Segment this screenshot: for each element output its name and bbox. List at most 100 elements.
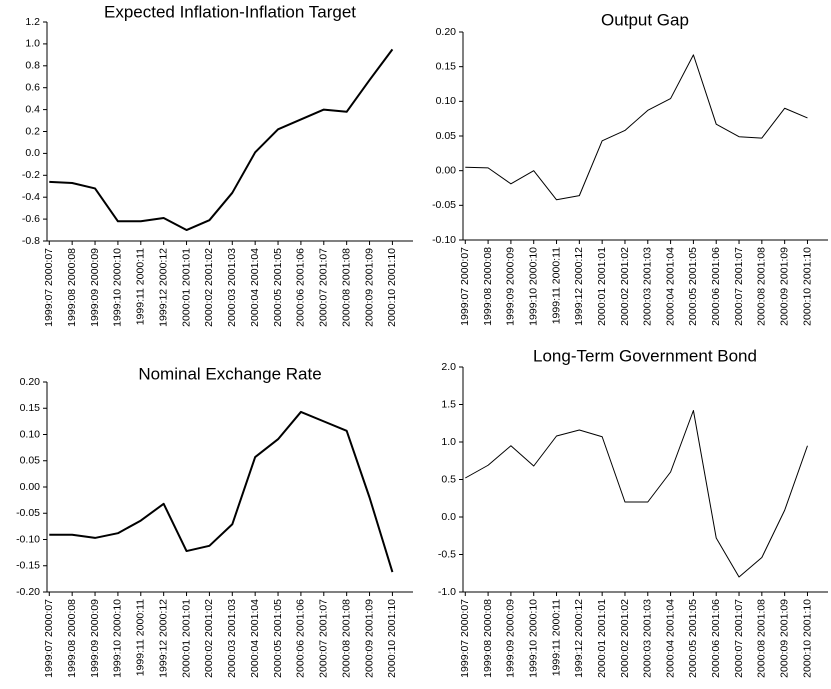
x-tick-label: 2000:06 2001:06 [710, 247, 722, 326]
x-tick-label: 2000:01 2001:01 [596, 247, 608, 326]
x-tick-label: 2000:02 2001:02 [203, 599, 215, 678]
y-tick-label: -0.4 [22, 191, 40, 203]
x-tick-label: 2000:09 2001:09 [363, 599, 375, 678]
x-tick-label: 1999:10 2000:10 [528, 247, 540, 326]
x-tick-label: 1999:09 2000:09 [89, 599, 101, 678]
y-tick-label: 0.05 [436, 130, 457, 142]
y-tick-label: -0.10 [432, 234, 456, 246]
y-tick-label: 0.8 [25, 60, 40, 72]
x-tick-label: 2000:10 2001:10 [801, 247, 813, 326]
y-tick-label: -0.05 [432, 199, 456, 211]
y-tick-label: 0.00 [20, 481, 41, 493]
x-tick-label: 2000:04 2001:04 [664, 247, 676, 326]
x-tick-label: 2000:03 2001:03 [642, 599, 654, 678]
x-tick-label: 2000:06 2001:06 [710, 599, 722, 678]
x-tick-label: 2000:09 2001:09 [778, 247, 790, 326]
x-tick-label: 2000:09 2001:09 [363, 248, 375, 327]
x-tick-label: 2000:01 2001:01 [180, 248, 192, 327]
x-tick-label: 2000:07 2001:07 [318, 599, 330, 678]
y-tick-label: 0.00 [436, 164, 457, 176]
y-tick-label: 1.0 [25, 38, 40, 50]
x-tick-label: 1999:11 2000:11 [550, 599, 562, 676]
y-tick-label: -0.8 [22, 235, 40, 247]
x-tick-label: 2000:07 2001:07 [733, 247, 745, 326]
x-tick-label: 2000:09 2001:09 [778, 599, 790, 678]
x-tick-label: 2000:08 2001:08 [340, 599, 352, 678]
x-tick-label: 2000:08 2001:08 [756, 247, 768, 326]
y-tick-label: 0.20 [20, 376, 41, 388]
x-tick-label: 1999:11 2000:11 [135, 248, 147, 325]
y-tick-label: -0.05 [16, 507, 40, 519]
y-tick-label: -0.2 [22, 169, 40, 181]
x-tick-label: 1999:07 2000:07 [459, 599, 471, 678]
x-tick-label: 1999:12 2000:12 [573, 599, 585, 678]
y-tick-label: -1.0 [438, 586, 456, 598]
x-tick-label: 1999:08 2000:08 [66, 248, 78, 327]
y-tick-label: 2.0 [441, 361, 456, 373]
x-tick-label: 2000:06 2001:06 [295, 248, 307, 327]
y-tick-label: 1.5 [441, 398, 456, 410]
x-tick-label: 2000:02 2001:02 [203, 248, 215, 327]
x-tick-label: 2000:03 2001:03 [642, 247, 654, 326]
x-tick-label: 1999:08 2000:08 [482, 599, 494, 678]
x-tick-label: 2000:05 2001:05 [272, 248, 284, 327]
x-tick-label: 2000:04 2001:04 [249, 599, 261, 678]
x-tick-label: 2000:06 2001:06 [295, 599, 307, 678]
y-tick-label: 0.10 [436, 95, 457, 107]
x-tick-label: 2000:02 2001:02 [619, 599, 631, 678]
data-line [49, 410, 394, 573]
x-tick-label: 1999:10 2000:10 [112, 248, 124, 327]
x-tick-label: 1999:07 2000:07 [43, 248, 55, 327]
x-tick-label: 1999:09 2000:09 [89, 248, 101, 327]
y-tick-label: 0.6 [25, 81, 40, 93]
x-tick-label: 2000:10 2001:10 [386, 599, 398, 678]
x-tick-label: 2000:05 2001:05 [687, 247, 699, 326]
y-tick-label: 0.5 [441, 473, 456, 485]
x-tick-label: 1999:11 2000:11 [550, 247, 562, 324]
x-tick-label: 1999:07 2000:07 [43, 599, 55, 678]
x-tick-label: 2000:02 2001:02 [619, 247, 631, 326]
y-tick-label: 0.2 [25, 125, 40, 137]
x-tick-label: 1999:08 2000:08 [482, 247, 494, 326]
y-tick-label: 1.2 [25, 16, 40, 28]
y-tick-label: 0.0 [441, 511, 456, 523]
data-line [465, 410, 808, 578]
x-tick-label: 1999:09 2000:09 [505, 247, 517, 326]
y-tick-label: 0.05 [20, 455, 41, 467]
x-tick-label: 2000:03 2001:03 [226, 248, 238, 327]
x-tick-label: 1999:11 2000:11 [135, 599, 147, 676]
y-tick-label: 0.0 [25, 147, 40, 159]
x-tick-label: 1999:09 2000:09 [505, 599, 517, 678]
y-tick-label: -0.15 [16, 560, 40, 572]
y-tick-label: -0.20 [16, 586, 40, 598]
x-tick-label: 2000:10 2001:10 [801, 599, 813, 678]
x-tick-label: 1999:10 2000:10 [112, 599, 124, 678]
chart-title: Nominal Exchange Rate [138, 364, 321, 383]
x-tick-label: 2000:01 2001:01 [596, 599, 608, 678]
x-tick-label: 1999:07 2000:07 [459, 247, 471, 326]
x-tick-label: 2000:04 2001:04 [664, 599, 676, 678]
x-tick-label: 2000:07 2001:07 [733, 599, 745, 678]
data-line [465, 54, 808, 201]
y-tick-label: -0.5 [438, 548, 456, 560]
x-tick-label: 1999:12 2000:12 [157, 599, 169, 678]
y-tick-label: -0.6 [22, 213, 40, 225]
chart-title: Output Gap [601, 10, 689, 29]
x-tick-label: 2000:08 2001:08 [756, 599, 768, 678]
x-tick-label: 2000:01 2001:01 [180, 599, 192, 678]
y-tick-label: 0.15 [20, 402, 41, 414]
x-tick-label: 2000:05 2001:05 [272, 599, 284, 678]
chart-title: Long-Term Government Bond [533, 346, 757, 365]
y-tick-label: 0.4 [25, 103, 40, 115]
x-tick-label: 2000:05 2001:05 [687, 599, 699, 678]
y-tick-label: -0.10 [16, 533, 40, 545]
x-tick-label: 1999:10 2000:10 [528, 599, 540, 678]
y-tick-label: 1.0 [441, 436, 456, 448]
chart-title: Expected Inflation-Inflation Target [104, 2, 356, 21]
x-tick-label: 2000:08 2001:08 [340, 248, 352, 327]
x-tick-label: 2000:07 2001:07 [318, 248, 330, 327]
data-line [49, 48, 394, 232]
y-tick-label: 0.20 [436, 26, 457, 38]
y-tick-label: 0.10 [20, 428, 41, 440]
